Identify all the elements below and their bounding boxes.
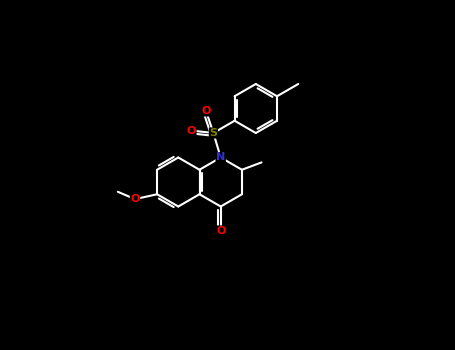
Text: N: N: [216, 153, 225, 162]
Text: O: O: [216, 226, 225, 236]
Text: O: O: [201, 106, 211, 116]
Text: S: S: [209, 128, 217, 138]
Text: O: O: [187, 126, 196, 135]
Text: O: O: [130, 194, 140, 204]
